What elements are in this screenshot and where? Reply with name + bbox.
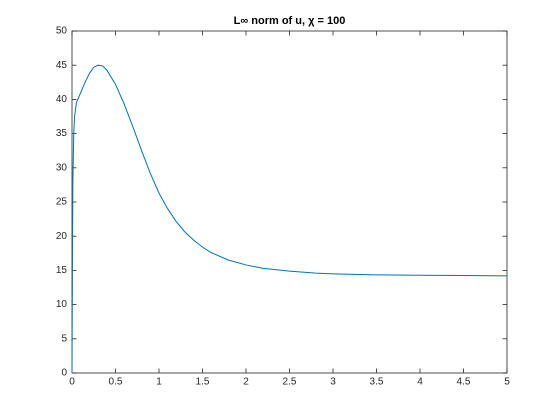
x-tick-label: 4 bbox=[417, 377, 423, 388]
y-tick-label: 10 bbox=[56, 299, 68, 310]
y-tick-label: 50 bbox=[56, 26, 68, 37]
y-tick-label: 15 bbox=[56, 265, 68, 276]
x-tick-label: 0 bbox=[69, 377, 75, 388]
x-tick-label: 1 bbox=[156, 377, 162, 388]
data-line bbox=[71, 64, 508, 374]
chart-title: L∞ norm of u, χ = 100 bbox=[234, 15, 346, 27]
x-tick-label: 2 bbox=[243, 377, 249, 388]
y-tick-label: 35 bbox=[56, 128, 68, 139]
y-tick-label: 0 bbox=[61, 368, 67, 379]
y-tick-label: 30 bbox=[56, 162, 68, 173]
x-tick-label: 1.5 bbox=[196, 377, 210, 388]
x-tick-label: 5 bbox=[504, 377, 510, 388]
y-tick-label: 40 bbox=[56, 94, 68, 105]
x-tick-label: 3.5 bbox=[370, 377, 384, 388]
y-tick-label: 45 bbox=[56, 60, 68, 71]
x-tick-label: 2.5 bbox=[283, 377, 297, 388]
x-tick-label: 3 bbox=[330, 377, 336, 388]
y-tick-label: 5 bbox=[61, 333, 67, 344]
y-tick-label: 25 bbox=[56, 197, 68, 208]
x-tick-label: 0.5 bbox=[109, 377, 123, 388]
axes-box bbox=[71, 30, 508, 374]
y-tick-label: 20 bbox=[56, 231, 68, 242]
x-tick-label: 4.5 bbox=[457, 377, 471, 388]
